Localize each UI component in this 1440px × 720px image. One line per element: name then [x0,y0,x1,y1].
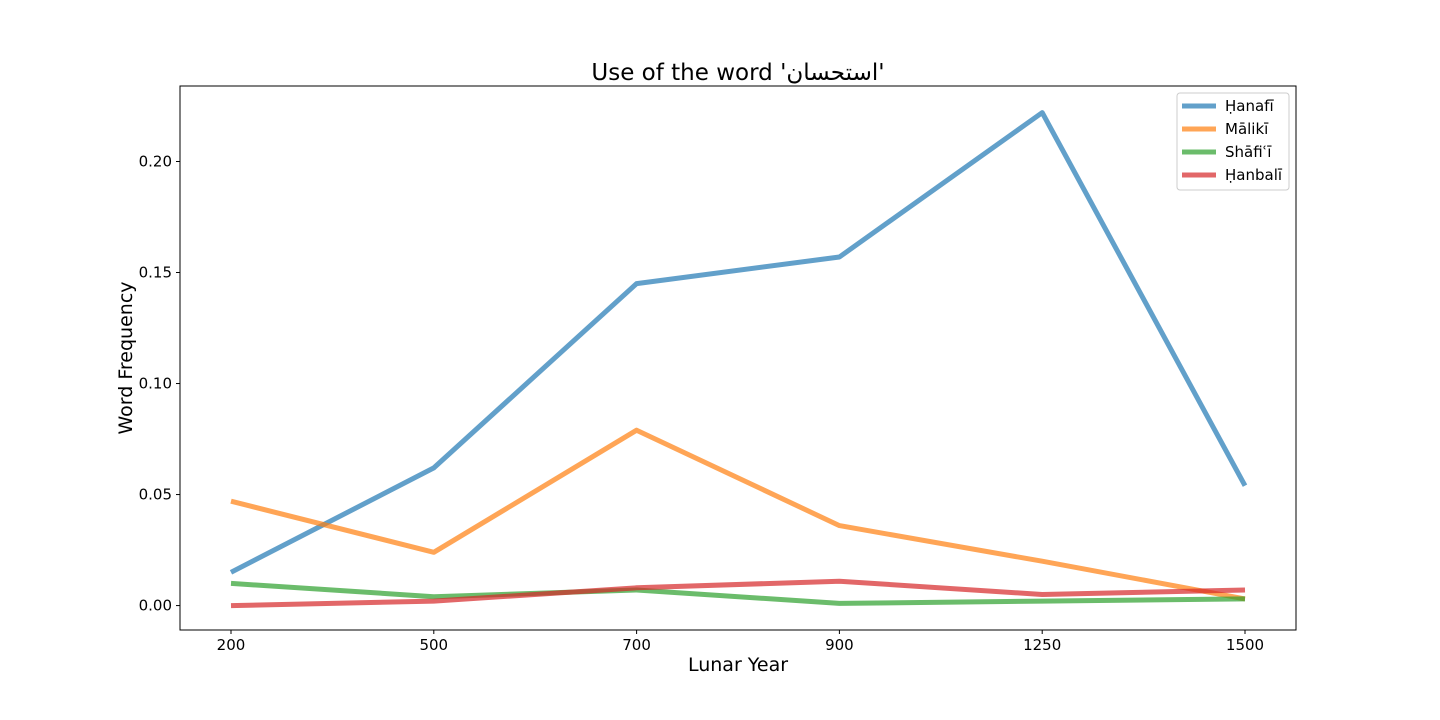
series-line-3 [230,578,1246,609]
legend-label-3: Ḥanbalī [1225,166,1283,184]
y-tick-label: 0.00 [139,597,172,615]
y-axis-label: Word Frequency [115,281,137,434]
x-tick-label: 900 [825,636,854,654]
x-tick-label: 200 [217,636,246,654]
axes-layer: 200 500 700 900 1250 1500 0.00 0.05 0.10 0.15 0.20 [139,85,1297,654]
x-tick-label: 500 [419,636,448,654]
legend: Ḥanafī Mālikī Shāfiʿī Ḥanbalī [1176,92,1290,191]
series-layer [229,110,1248,609]
legend-label-2: Shāfiʿī [1225,143,1272,161]
legend-label-0: Ḥanafī [1225,97,1274,115]
y-tick-label: 0.20 [139,152,172,170]
x-tick-label: 700 [622,636,651,654]
legend-box [1176,92,1290,191]
y-tick-label: 0.15 [139,264,172,282]
plot-frame [179,85,1297,631]
series-line-0 [229,110,1248,575]
chart-title: Use of the word 'استحسان' [591,60,884,86]
series-line-2 [230,580,1246,606]
x-tick-label: 1250 [1023,636,1061,654]
x-tick-label: 1500 [1226,636,1264,654]
series-line-1 [230,427,1246,602]
x-axis-label: Lunar Year [688,654,788,676]
legend-label-1: Mālikī [1225,120,1269,138]
y-tick-label: 0.05 [139,486,172,504]
y-tick-label: 0.10 [139,375,172,393]
